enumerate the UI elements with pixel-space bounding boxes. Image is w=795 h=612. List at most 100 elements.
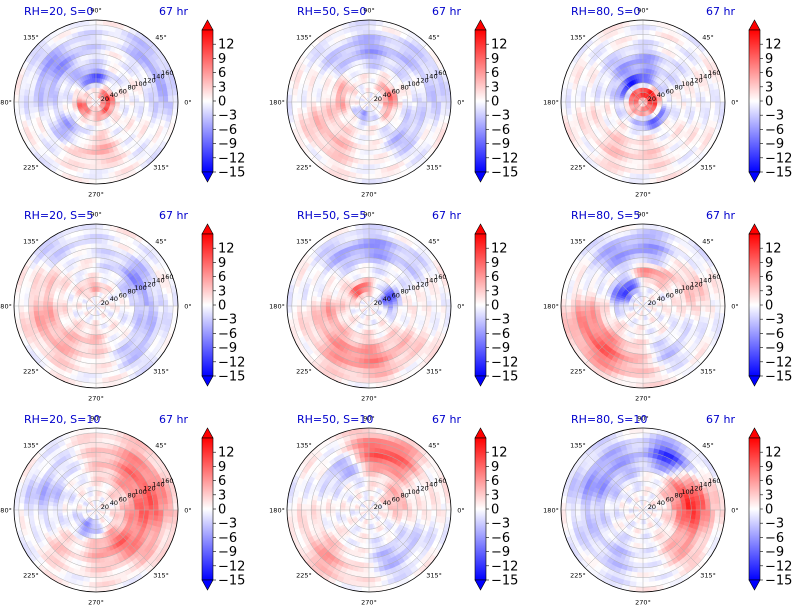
field-cell xyxy=(636,135,641,141)
field-cell xyxy=(599,94,606,99)
field-cell xyxy=(411,105,418,111)
field-cell xyxy=(575,101,581,109)
field-cell xyxy=(90,43,97,50)
field-cell xyxy=(93,329,97,336)
field-cell xyxy=(315,101,322,107)
colorbar-tick-label: 9 xyxy=(218,52,226,67)
field-cell xyxy=(95,247,102,254)
colorbar-tick-label: −9 xyxy=(765,137,784,152)
field-cell xyxy=(623,100,629,103)
field-cell xyxy=(47,97,53,103)
field-cell xyxy=(368,159,375,165)
field-cell xyxy=(139,97,145,103)
colorbar-tick-label: −3 xyxy=(218,109,237,124)
field-cell xyxy=(306,101,312,108)
field-cell xyxy=(642,82,645,88)
field-cell xyxy=(91,349,97,355)
colorbar-tick-label: 9 xyxy=(765,52,773,67)
field-cell xyxy=(719,94,726,103)
field-cell xyxy=(172,101,179,110)
field-cell xyxy=(360,144,366,151)
field-cell xyxy=(368,63,373,69)
field-cell xyxy=(90,39,97,45)
field-cell xyxy=(95,262,100,268)
field-cell xyxy=(642,68,647,74)
colorbar-tick-label: −12 xyxy=(218,151,245,166)
field-cell xyxy=(95,238,103,244)
field-cell xyxy=(95,368,103,374)
field-cell xyxy=(95,140,100,146)
field-cell xyxy=(364,145,370,151)
field-cell xyxy=(599,98,605,103)
field-cell xyxy=(368,164,376,170)
field-cell xyxy=(366,125,370,132)
field-cell xyxy=(129,101,135,106)
angular-tick-label: 180° xyxy=(269,99,285,107)
field-cell xyxy=(87,144,93,151)
field-cell xyxy=(445,101,452,110)
field-cell xyxy=(133,105,140,110)
field-cell xyxy=(436,101,442,109)
field-cell xyxy=(95,281,99,287)
angular-tick-label: 225° xyxy=(296,164,312,172)
radial-tick-label: 20 xyxy=(101,95,109,103)
field-cell xyxy=(92,130,97,136)
field-cell xyxy=(95,286,98,292)
field-cell xyxy=(33,96,39,103)
field-cell xyxy=(124,305,130,310)
colorbar-tick-label: 0 xyxy=(491,95,499,110)
colorbar-body xyxy=(201,29,214,173)
field-cell xyxy=(368,34,376,40)
field-cell xyxy=(565,101,572,109)
field-cell xyxy=(372,58,377,65)
field-cell xyxy=(383,101,389,104)
field-cell xyxy=(95,233,103,239)
colorbar-extend-min xyxy=(201,171,214,183)
field-cell xyxy=(148,300,155,307)
field-cell xyxy=(642,39,649,45)
field-cell xyxy=(584,101,591,108)
field-cell xyxy=(368,24,376,31)
field-cell xyxy=(138,309,145,315)
field-cell xyxy=(57,302,63,307)
field-cell xyxy=(134,98,140,103)
field-cell xyxy=(119,101,126,105)
field-cell xyxy=(148,305,155,312)
field-cell xyxy=(594,101,600,107)
field-cell xyxy=(639,130,644,136)
field-cell xyxy=(99,252,106,259)
field-cell xyxy=(599,101,605,106)
field-cell xyxy=(412,101,418,107)
panel-time-label: 67 hr xyxy=(706,5,735,18)
field-cell xyxy=(636,169,644,175)
field-cell xyxy=(647,44,654,50)
field-cell xyxy=(642,29,650,35)
field-cell xyxy=(431,95,437,103)
field-cell xyxy=(426,96,432,103)
radial-tick-label: 20 xyxy=(648,95,656,103)
field-cell xyxy=(421,101,428,108)
panel-grid: 0°45°90°135°180°225°270°315°204060801001… xyxy=(0,5,792,607)
field-cell xyxy=(71,99,77,103)
field-cell xyxy=(632,154,639,160)
panel-time-label: 67 hr xyxy=(159,5,188,18)
field-cell xyxy=(163,95,169,103)
field-cell xyxy=(315,92,322,99)
field-cell xyxy=(87,348,93,355)
colorbar-tick-label: −6 xyxy=(218,123,237,138)
field-cell xyxy=(66,303,73,307)
field-cell xyxy=(666,101,673,105)
angular-tick-label: 135° xyxy=(23,33,39,41)
field-cell xyxy=(695,96,702,103)
field-cell xyxy=(364,53,370,59)
field-cell xyxy=(52,298,59,303)
field-cell xyxy=(363,154,370,161)
field-cell xyxy=(95,149,101,156)
field-cell xyxy=(95,39,102,45)
field-cell xyxy=(100,248,107,254)
field-cell xyxy=(636,164,644,170)
field-cell xyxy=(91,53,97,59)
field-cell xyxy=(47,301,53,307)
field-cell xyxy=(291,101,298,109)
